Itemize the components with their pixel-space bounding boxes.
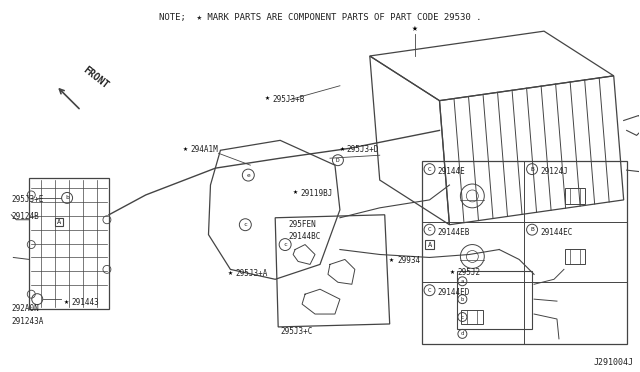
Text: 291443: 291443	[71, 298, 99, 307]
Text: 29124B: 29124B	[12, 212, 39, 221]
Text: ★: ★	[265, 93, 269, 102]
Text: ★: ★	[292, 187, 298, 196]
Text: A: A	[57, 219, 61, 225]
Text: 29144EC: 29144EC	[540, 228, 572, 237]
Text: C: C	[428, 227, 431, 232]
Text: ★: ★	[339, 144, 344, 153]
Text: c: c	[284, 242, 287, 247]
Text: 295J3+D: 295J3+D	[347, 145, 380, 154]
Bar	[29, 178, 109, 309]
Bar	[422, 161, 627, 344]
Text: c: c	[461, 314, 464, 320]
Bar	[565, 188, 585, 204]
Text: D: D	[336, 158, 340, 163]
Text: b: b	[65, 195, 69, 201]
Bar	[425, 240, 434, 249]
Text: 29144BC: 29144BC	[288, 232, 321, 241]
Text: 294A1M: 294A1M	[191, 145, 218, 154]
Text: 29144ED: 29144ED	[438, 288, 470, 297]
Text: 295FEN: 295FEN	[288, 220, 316, 229]
Bar	[461, 310, 483, 324]
Text: 29144E: 29144E	[438, 167, 465, 176]
Text: 29934: 29934	[397, 256, 420, 266]
Text: 291243A: 291243A	[12, 317, 44, 326]
Text: NOTE;  ★ MARK PARTS ARE COMPONENT PARTS OF PART CODE 29530 .: NOTE; ★ MARK PARTS ARE COMPONENT PARTS O…	[159, 13, 481, 22]
Text: A: A	[428, 241, 431, 247]
Text: 29119BJ: 29119BJ	[300, 189, 332, 198]
Text: b: b	[461, 296, 464, 302]
Text: C: C	[428, 167, 431, 171]
Text: FRONT: FRONT	[81, 65, 110, 91]
Text: C: C	[428, 288, 431, 293]
Text: a: a	[461, 279, 464, 284]
Text: 29124J: 29124J	[540, 167, 568, 176]
Text: 295J3+A: 295J3+A	[236, 269, 268, 278]
Bar	[565, 248, 585, 264]
Text: ★: ★	[450, 267, 455, 276]
Text: 295J3+E: 295J3+E	[12, 195, 44, 204]
Bar	[55, 218, 63, 226]
Text: J291004J: J291004J	[594, 357, 634, 367]
Text: ★: ★	[412, 23, 417, 33]
Text: ★: ★	[183, 144, 188, 153]
Text: B: B	[530, 227, 534, 232]
Bar	[458, 271, 532, 329]
Text: c: c	[243, 222, 247, 227]
Text: 29144EB: 29144EB	[438, 228, 470, 237]
Text: 295J3+B: 295J3+B	[272, 95, 305, 104]
Text: 295J2: 295J2	[458, 268, 481, 278]
Text: ★: ★	[389, 255, 394, 264]
Text: e: e	[246, 173, 250, 177]
Text: ★: ★	[228, 268, 233, 277]
Text: d: d	[461, 331, 464, 336]
Text: ★: ★	[63, 296, 68, 306]
Text: 295J3+C: 295J3+C	[280, 327, 312, 336]
Text: 292A0N: 292A0N	[12, 304, 39, 313]
Text: B: B	[530, 167, 534, 171]
